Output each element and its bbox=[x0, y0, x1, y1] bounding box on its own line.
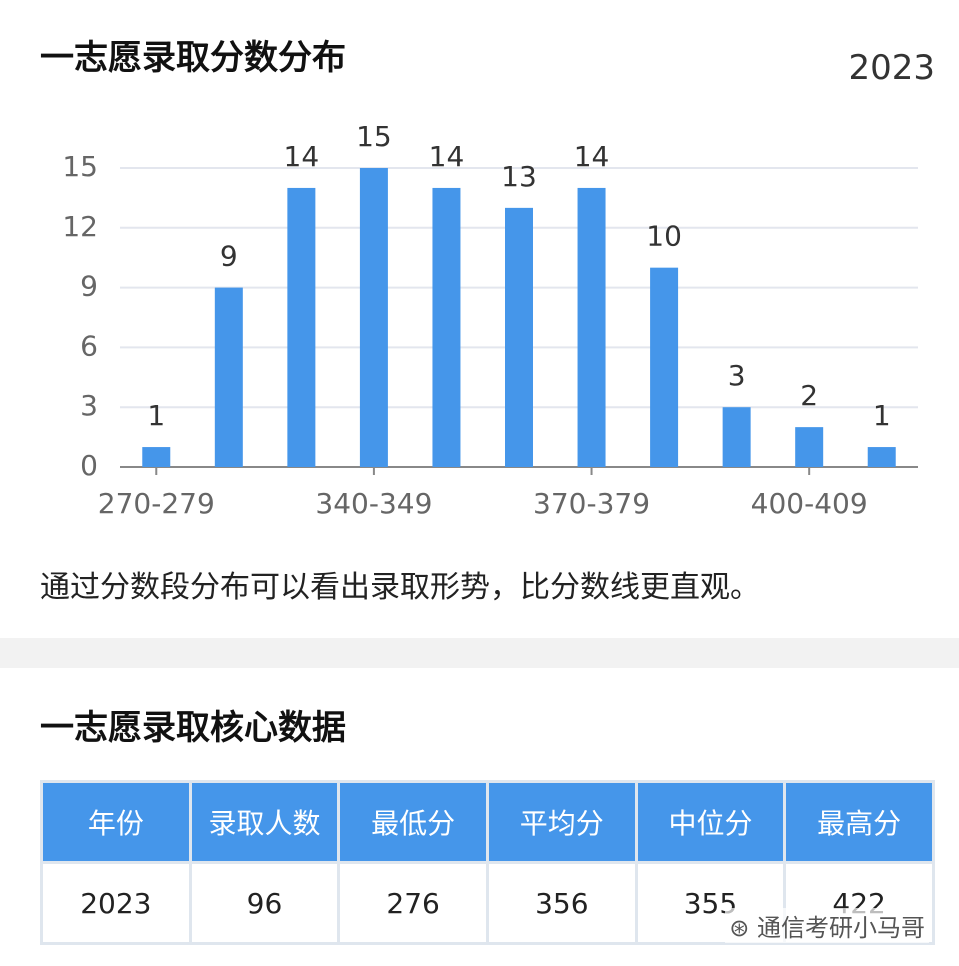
table-cell: 356 bbox=[485, 861, 638, 945]
bar bbox=[287, 187, 316, 467]
chart: 03691215270-2791914340-349151413370-3791… bbox=[62, 120, 918, 520]
table-cell: 2023 bbox=[40, 861, 192, 945]
separator bbox=[0, 638, 959, 668]
data-label: 1 bbox=[873, 399, 891, 432]
x-tick-label: 270-279 bbox=[98, 487, 215, 520]
table-cell: 276 bbox=[337, 861, 489, 945]
y-tick-label: 0 bbox=[80, 449, 98, 482]
y-tick-label: 12 bbox=[62, 210, 98, 243]
bar bbox=[867, 447, 896, 467]
section-title: 一志愿录取核心数据 bbox=[40, 708, 346, 748]
table-row: 2023 96 276 356 355 422 bbox=[40, 861, 935, 945]
wechat-icon: ⊛ bbox=[729, 914, 757, 942]
header-cell: 平均分 bbox=[485, 780, 638, 864]
data-label: 10 bbox=[646, 220, 682, 253]
data-label: 2 bbox=[800, 379, 818, 412]
bar bbox=[722, 407, 751, 467]
x-tick-label: 340-349 bbox=[315, 487, 432, 520]
watermark: ⊛ 通信考研小马哥 bbox=[725, 908, 929, 943]
bar bbox=[142, 447, 171, 467]
data-label: 9 bbox=[220, 240, 238, 273]
header-row: 年份 录取人数 最低分 平均分 中位分 最高分 bbox=[40, 780, 935, 864]
bar bbox=[432, 187, 461, 467]
y-tick-label: 6 bbox=[80, 329, 98, 362]
data-label: 14 bbox=[429, 140, 465, 173]
data-label: 14 bbox=[284, 140, 320, 173]
bar bbox=[577, 187, 606, 467]
y-tick-label: 3 bbox=[80, 389, 98, 422]
bar bbox=[359, 168, 388, 467]
data-label: 14 bbox=[574, 140, 610, 173]
y-tick-label: 15 bbox=[62, 150, 98, 183]
x-tick-label: 370-379 bbox=[533, 487, 650, 520]
header-cell: 中位分 bbox=[634, 780, 787, 864]
table-cell: 355 bbox=[634, 861, 787, 945]
header-cell: 最低分 bbox=[337, 780, 489, 864]
header-cell: 最高分 bbox=[783, 780, 935, 864]
bar bbox=[214, 287, 243, 467]
data-label: 3 bbox=[728, 359, 746, 392]
bar bbox=[650, 267, 679, 467]
year: 2023 bbox=[848, 48, 935, 88]
caption: 通过分数段分布可以看出录取形势，比分数线更直观。 bbox=[40, 570, 760, 605]
data-table: 年份 录取人数 最低分 平均分 中位分 最高分 2023 96 276 356 355 422 bbox=[40, 780, 935, 945]
y-tick-label: 9 bbox=[80, 270, 98, 303]
chart-title: 一志愿录取分数分布 bbox=[40, 38, 346, 78]
data-label: 1 bbox=[147, 399, 165, 432]
watermark-text: 通信考研小马哥 bbox=[757, 914, 925, 942]
header-cell: 年份 bbox=[40, 780, 192, 864]
data-label: 13 bbox=[501, 160, 537, 193]
data-label: 15 bbox=[356, 120, 392, 153]
bar bbox=[795, 427, 824, 467]
x-tick-label: 400-409 bbox=[751, 487, 868, 520]
header-cell: 录取人数 bbox=[188, 780, 341, 864]
table-cell: 96 bbox=[188, 861, 341, 945]
bar bbox=[505, 207, 533, 467]
